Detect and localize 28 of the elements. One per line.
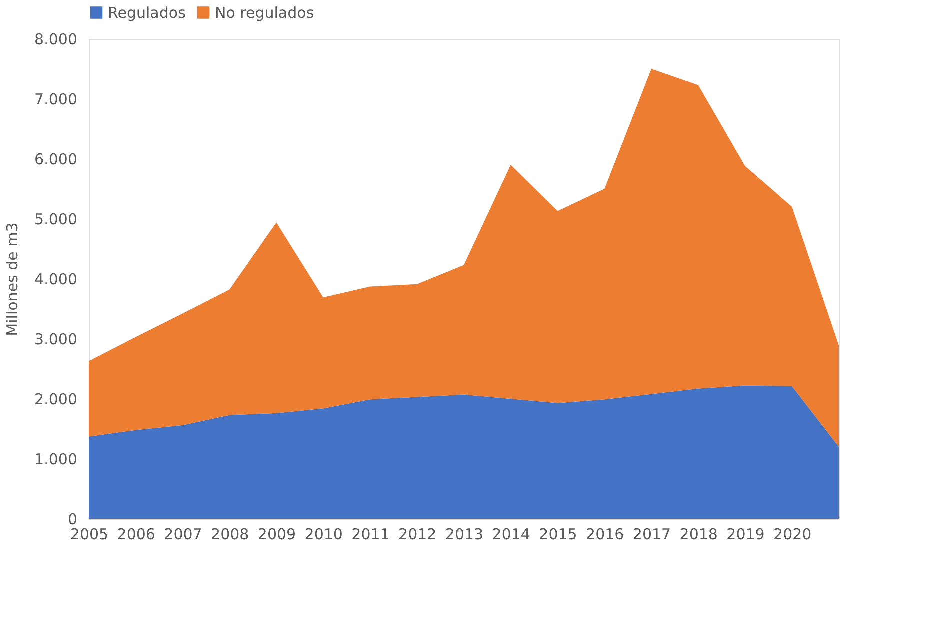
y-tick-label: 5.000 [34,210,78,228]
x-tick-label: 2009 [258,526,296,544]
y-tick-label: 1.000 [34,450,78,468]
y-tick-label: 7.000 [34,90,78,108]
x-tick-label: 2007 [164,526,202,544]
x-tick-label: 2017 [632,526,672,544]
y-tick-label: 3.000 [34,330,78,348]
y-tick-label: 4.000 [34,270,78,288]
x-tick-label: 2012 [398,526,437,544]
x-tick-label: 2011 [352,526,390,544]
x-tick-label: 2020 [774,526,812,544]
x-tick-label: 2005 [70,526,109,544]
x-tick-label: 2016 [586,526,624,544]
x-tick-label: 2015 [539,526,578,544]
y-tick-label: 2.000 [34,390,78,408]
x-tick-label: 2013 [445,526,484,544]
y-tick-label: 6.000 [34,150,78,168]
y-axis-title: Millones de m3 [4,222,22,336]
x-tick-label: 2008 [211,526,250,544]
x-tick-label: 2014 [492,526,530,544]
x-tick-label: 2006 [117,526,156,544]
legend-label: No regulados [215,4,314,22]
x-tick-label: 2019 [726,526,765,544]
y-tick-label: 8.000 [34,30,78,48]
legend-label: Regulados [108,4,186,22]
y-tick-label: 0 [68,510,78,528]
x-tick-label: 2010 [304,526,343,544]
x-tick-label: 2018 [680,526,718,544]
